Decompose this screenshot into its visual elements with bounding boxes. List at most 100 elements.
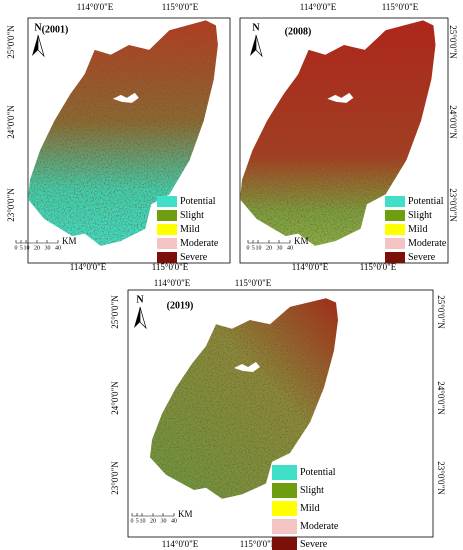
- map-panel: 114°0'0"E 115°0'0"E 114°0'0"E 115°0'0"E 25°0…: [239, 2, 458, 272]
- scale-label: 10: [256, 245, 262, 251]
- north-label: N: [252, 22, 260, 33]
- north-arrow: [139, 306, 147, 330]
- lon-label: 115°0'0"E: [152, 262, 189, 272]
- scale-label: 40: [55, 245, 61, 251]
- scale-unit: KM: [178, 509, 193, 519]
- lat-label: 25°0'0"N: [6, 25, 16, 59]
- legend-label: Moderate: [180, 238, 219, 249]
- lon-label: 115°0'0"E: [382, 2, 419, 12]
- scale-label: 30: [45, 245, 51, 251]
- scale-bar: [131, 513, 175, 517]
- scale-label: 0: [247, 245, 250, 251]
- lat-label: 23°0'0"N: [110, 461, 120, 495]
- scale-label: 40: [171, 518, 177, 524]
- north-arrow: [250, 35, 256, 56]
- legend-label: Mild: [300, 503, 319, 514]
- scale-bar: [15, 240, 59, 244]
- scale-label: 20: [34, 245, 40, 251]
- lat-label: 24°0'0"N: [448, 105, 458, 139]
- north-label: N: [34, 22, 42, 33]
- scale-label: 5: [252, 245, 255, 251]
- lat-label: 24°0'0"N: [436, 381, 446, 415]
- lon-label: 114°0'0"E: [77, 2, 114, 12]
- lat-label: 24°0'0"N: [110, 381, 120, 415]
- legend-label: Potential: [408, 196, 444, 207]
- lon-label: 114°0'0"E: [162, 539, 199, 549]
- lon-label: 115°0'0"E: [360, 262, 397, 272]
- legend-swatch: [157, 196, 177, 207]
- legend-swatch: [157, 252, 177, 263]
- lat-label: 24°0'0"N: [6, 105, 16, 139]
- legend-swatch: [385, 196, 405, 207]
- legend-label: Moderate: [300, 521, 339, 532]
- scale-label: 30: [277, 245, 283, 251]
- panel-label: (2019): [167, 300, 194, 311]
- legend-label: Potential: [300, 467, 336, 478]
- basin-texture: [240, 20, 436, 246]
- scale-label: 30: [161, 518, 167, 524]
- map-frame: [239, 17, 449, 264]
- legend-label: Severe: [408, 252, 436, 263]
- legend-label: Slight: [408, 210, 432, 221]
- north-label: N: [136, 294, 144, 305]
- legend-swatch: [385, 252, 405, 263]
- lon-label: 114°0'0"E: [300, 2, 337, 12]
- lat-label: 23°0'0"N: [6, 188, 16, 222]
- lon-label: 115°0'0"E: [240, 539, 277, 549]
- scale-label: 0: [131, 518, 134, 524]
- scale-label: 5: [136, 518, 139, 524]
- legend-swatch: [385, 224, 405, 235]
- legend-swatch: [272, 483, 297, 498]
- basin-texture: [150, 298, 338, 499]
- legend-label: Slight: [300, 485, 324, 496]
- scale-label: 0: [15, 245, 18, 251]
- legend-label: Slight: [180, 210, 204, 221]
- scale-unit: KM: [62, 236, 77, 246]
- panel-label: (2001): [42, 24, 69, 35]
- legend-swatch: [385, 238, 405, 249]
- scale-label: 20: [150, 518, 156, 524]
- north-arrow: [37, 34, 45, 58]
- lat-label: 25°0'0"N: [448, 25, 458, 59]
- north-arrow: [255, 34, 263, 58]
- scale-label: 40: [287, 245, 293, 251]
- legend-swatch: [157, 238, 177, 249]
- lon-label: 115°0'0"E: [162, 2, 199, 12]
- lon-label: 114°0'0"E: [292, 262, 329, 272]
- legend-swatch: [272, 501, 297, 516]
- scale-label: 10: [24, 245, 30, 251]
- scale-label: 20: [266, 245, 272, 251]
- legend-swatch: [157, 224, 177, 235]
- lon-label: 114°0'0"E: [154, 278, 191, 288]
- lon-label: 115°0'0"E: [235, 278, 272, 288]
- north-arrow: [32, 35, 38, 56]
- reservoir: [327, 92, 354, 103]
- legend-swatch: [272, 519, 297, 534]
- map-frame: [27, 17, 231, 264]
- basin-texture: [28, 20, 218, 246]
- scale-bar: [247, 240, 291, 244]
- lat-label: 25°0'0"N: [110, 295, 120, 329]
- map-panel: 114°0'0"E 115°0'0"E 114°0'0"E 115°0'0"E 25°0…: [6, 2, 231, 272]
- legend-label: Severe: [300, 539, 328, 550]
- legend-swatch: [157, 210, 177, 221]
- legend-label: Severe: [180, 252, 208, 263]
- map-panel: 114°0'0"E 115°0'0"E 114°0'0"E 115°0'0"E 25°0…: [110, 278, 446, 550]
- scale-label: 10: [140, 518, 146, 524]
- legend-label: Mild: [408, 224, 427, 235]
- north-arrow: [134, 307, 140, 328]
- lat-label: 23°0'0"N: [448, 188, 458, 222]
- legend-label: Potential: [180, 196, 216, 207]
- lon-label: 114°0'0"E: [70, 262, 107, 272]
- scale-unit: KM: [294, 236, 309, 246]
- legend-label: Moderate: [408, 238, 447, 249]
- legend-label: Mild: [180, 224, 199, 235]
- scale-label: 5: [20, 245, 23, 251]
- legend-swatch: [272, 537, 297, 550]
- panel-label: (2008): [285, 26, 312, 37]
- reservoir: [234, 361, 260, 372]
- legend-swatch: [272, 465, 297, 480]
- lat-label: 23°0'0"N: [436, 461, 446, 495]
- lat-label: 25°0'0"N: [436, 295, 446, 329]
